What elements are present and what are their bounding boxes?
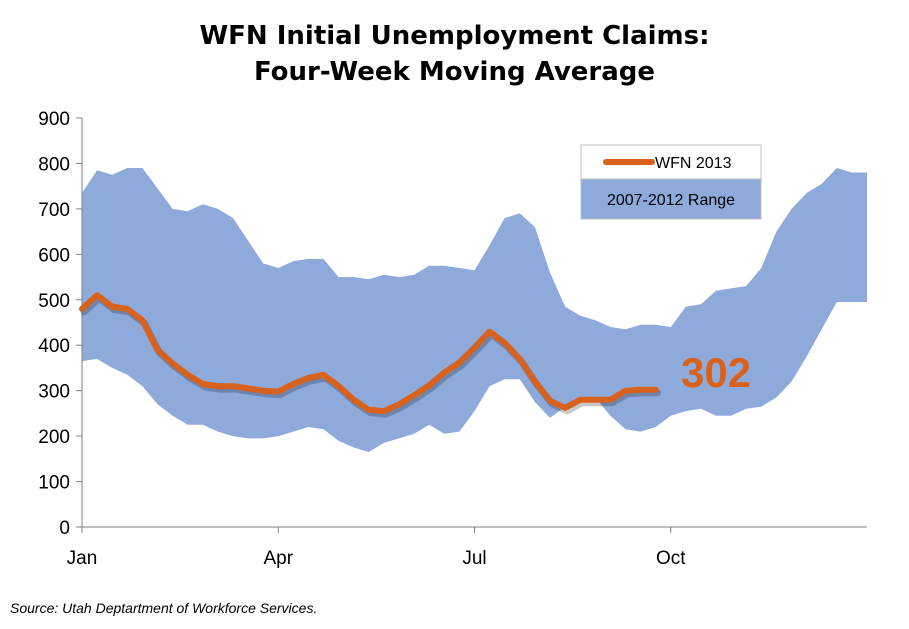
x-tick-label: Jan (67, 548, 98, 569)
legend: WFN 2013 2007-2012 Range (580, 144, 762, 220)
range-band-area (82, 168, 867, 452)
y-tick-label: 700 (38, 200, 70, 221)
x-tick-label: Oct (656, 548, 686, 569)
y-tick-label: 100 (38, 473, 70, 494)
y-tick-label: 0 (59, 518, 70, 539)
legend-box-bottom (580, 178, 762, 220)
axis-layer: 0 100 200 300 400 500 600 700 800 900 Jan Apr Jul Oct (38, 109, 867, 569)
range-band-layer (82, 168, 867, 452)
y-tick-label: 800 (38, 154, 70, 175)
y-tick-label: 400 (38, 336, 70, 357)
y-tick-label: 300 (38, 382, 70, 403)
x-tick-label: Apr (263, 548, 293, 569)
legend-label-range: 2007-2012 Range (607, 192, 735, 209)
y-tick-label: 900 (38, 109, 70, 130)
y-tick-label: 600 (38, 245, 70, 266)
y-tick-label: 500 (38, 291, 70, 312)
x-tick-label: Jul (462, 548, 486, 569)
latest-value-callout: 302 (681, 349, 751, 396)
y-tick-label: 200 (38, 427, 70, 448)
source-note: Source: Utah Deptartment of Workforce Se… (10, 600, 318, 616)
title-line-2: Four-Week Moving Average (253, 57, 656, 87)
series-line-layer (79, 292, 662, 418)
legend-label-wfn-2013: WFN 2013 (655, 155, 732, 172)
series-line-wfn-2013 (79, 292, 659, 415)
title-line-1: WFN Initial Unemployment Claims: (199, 21, 710, 51)
chart-title: WFN Initial Unemployment Claims: Four-We… (0, 18, 909, 90)
